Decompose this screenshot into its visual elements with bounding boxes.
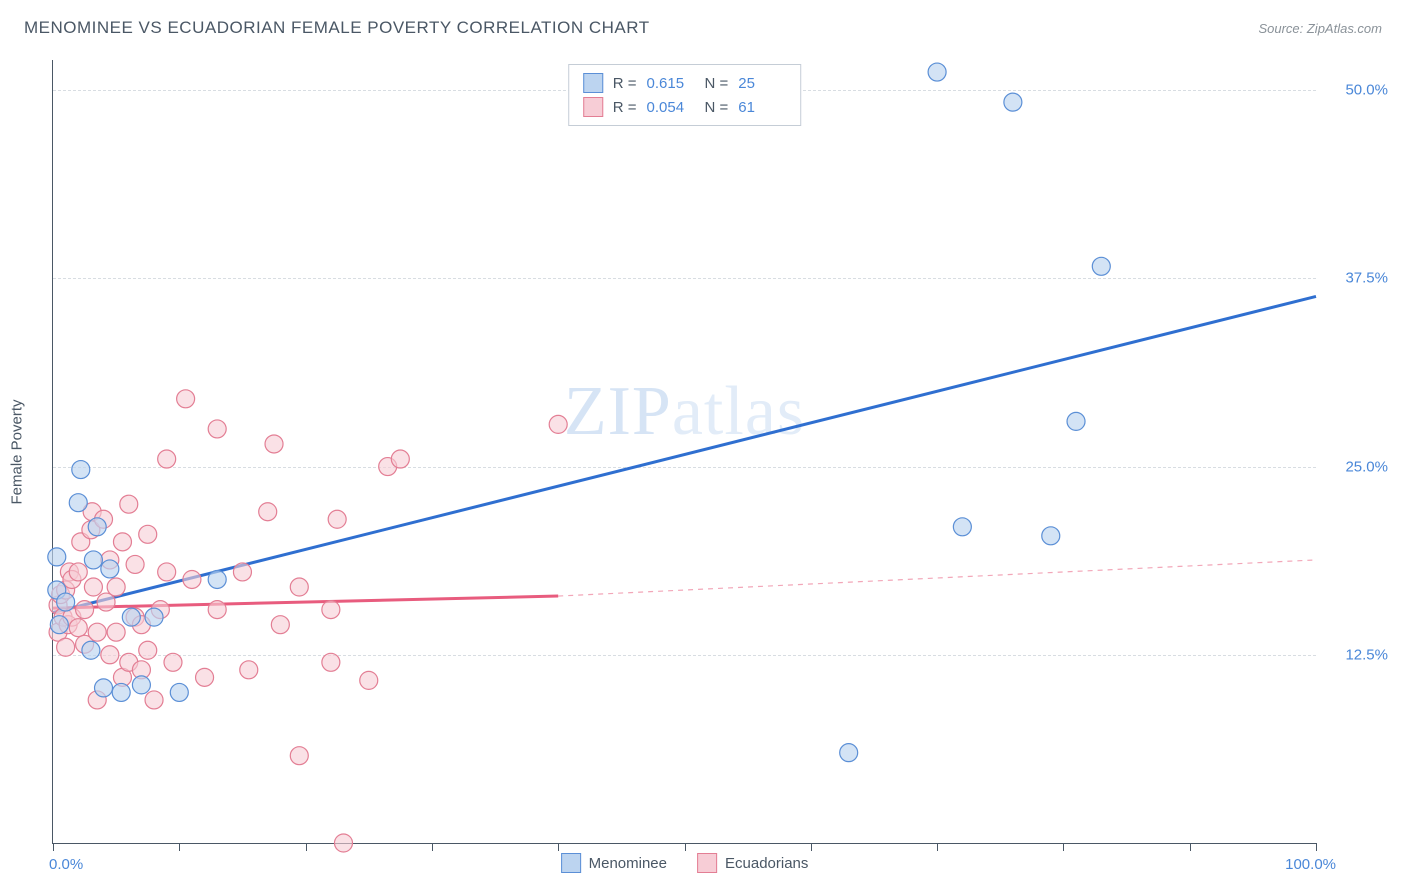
scatter-plot-svg	[53, 60, 1316, 843]
x-tick	[306, 843, 307, 851]
legend: Menominee Ecuadorians	[561, 853, 809, 873]
point-menominee	[145, 608, 163, 626]
point-ecuadorians	[290, 747, 308, 765]
chart-container: ZIPatlas 12.5%25.0%37.5%50.0% Female Pov…	[52, 60, 1316, 844]
point-ecuadorians	[57, 638, 75, 656]
point-menominee	[57, 593, 75, 611]
y-tick-label: 25.0%	[1345, 458, 1388, 475]
point-menominee	[84, 551, 102, 569]
point-ecuadorians	[208, 601, 226, 619]
point-menominee	[953, 518, 971, 536]
point-ecuadorians	[196, 668, 214, 686]
y-axis-label: Female Poverty	[9, 399, 26, 504]
x-tick	[558, 843, 559, 851]
plot-area: ZIPatlas 12.5%25.0%37.5%50.0% Female Pov…	[52, 60, 1316, 844]
point-ecuadorians	[139, 641, 157, 659]
point-menominee	[170, 683, 188, 701]
swatch-icon	[697, 853, 717, 873]
point-menominee	[88, 518, 106, 536]
point-ecuadorians	[113, 533, 131, 551]
swatch-icon	[583, 73, 603, 93]
x-axis-min-label: 0.0%	[49, 856, 83, 873]
point-ecuadorians	[158, 450, 176, 468]
point-menominee	[1004, 93, 1022, 111]
point-ecuadorians	[328, 510, 346, 528]
correlation-stats-box: R = 0.615 N = 25 R = 0.054 N = 61	[568, 64, 802, 126]
chart-title: MENOMINEE VS ECUADORIAN FEMALE POVERTY C…	[24, 18, 650, 38]
point-menominee	[840, 744, 858, 762]
y-tick-label: 12.5%	[1345, 646, 1388, 663]
point-ecuadorians	[139, 525, 157, 543]
x-tick	[811, 843, 812, 851]
point-ecuadorians	[322, 601, 340, 619]
stats-row-menominee: R = 0.615 N = 25	[583, 71, 787, 95]
point-ecuadorians	[69, 563, 87, 581]
point-menominee	[1067, 412, 1085, 430]
point-menominee	[50, 616, 68, 634]
point-menominee	[122, 608, 140, 626]
point-menominee	[1042, 527, 1060, 545]
legend-item-menominee: Menominee	[561, 853, 667, 873]
x-tick	[937, 843, 938, 851]
x-tick	[685, 843, 686, 851]
point-menominee	[208, 570, 226, 588]
point-ecuadorians	[145, 691, 163, 709]
point-ecuadorians	[88, 623, 106, 641]
x-tick	[1063, 843, 1064, 851]
swatch-icon	[583, 97, 603, 117]
point-ecuadorians	[334, 834, 352, 852]
point-ecuadorians	[265, 435, 283, 453]
trendline-ecuadorians-solid	[53, 596, 558, 608]
point-menominee	[95, 679, 113, 697]
stats-row-ecuadorians: R = 0.054 N = 61	[583, 95, 787, 119]
point-ecuadorians	[549, 415, 567, 433]
point-menominee	[82, 641, 100, 659]
point-ecuadorians	[240, 661, 258, 679]
point-ecuadorians	[101, 646, 119, 664]
point-ecuadorians	[120, 495, 138, 513]
y-tick-label: 37.5%	[1345, 270, 1388, 287]
point-ecuadorians	[69, 619, 87, 637]
point-ecuadorians	[208, 420, 226, 438]
legend-item-ecuadorians: Ecuadorians	[697, 853, 808, 873]
y-tick-label: 50.0%	[1345, 82, 1388, 99]
x-tick	[53, 843, 54, 851]
point-ecuadorians	[84, 578, 102, 596]
point-menominee	[132, 676, 150, 694]
x-tick	[179, 843, 180, 851]
x-axis-max-label: 100.0%	[1285, 856, 1336, 873]
point-ecuadorians	[391, 450, 409, 468]
point-ecuadorians	[259, 503, 277, 521]
point-ecuadorians	[360, 671, 378, 689]
point-ecuadorians	[183, 570, 201, 588]
point-menominee	[48, 548, 66, 566]
point-menominee	[928, 63, 946, 81]
point-ecuadorians	[76, 601, 94, 619]
point-ecuadorians	[164, 653, 182, 671]
point-ecuadorians	[322, 653, 340, 671]
point-menominee	[112, 683, 130, 701]
point-menominee	[101, 560, 119, 578]
point-ecuadorians	[126, 555, 144, 573]
point-menominee	[69, 494, 87, 512]
x-tick	[1190, 843, 1191, 851]
swatch-icon	[561, 853, 581, 873]
source-attribution: Source: ZipAtlas.com	[1258, 21, 1382, 36]
point-ecuadorians	[233, 563, 251, 581]
point-menominee	[1092, 257, 1110, 275]
x-tick	[432, 843, 433, 851]
x-tick	[1316, 843, 1317, 851]
point-ecuadorians	[290, 578, 308, 596]
point-menominee	[72, 461, 90, 479]
point-ecuadorians	[158, 563, 176, 581]
point-ecuadorians	[107, 578, 125, 596]
point-ecuadorians	[271, 616, 289, 634]
point-ecuadorians	[177, 390, 195, 408]
point-ecuadorians	[107, 623, 125, 641]
trendline-ecuadorians-dash	[558, 560, 1316, 596]
